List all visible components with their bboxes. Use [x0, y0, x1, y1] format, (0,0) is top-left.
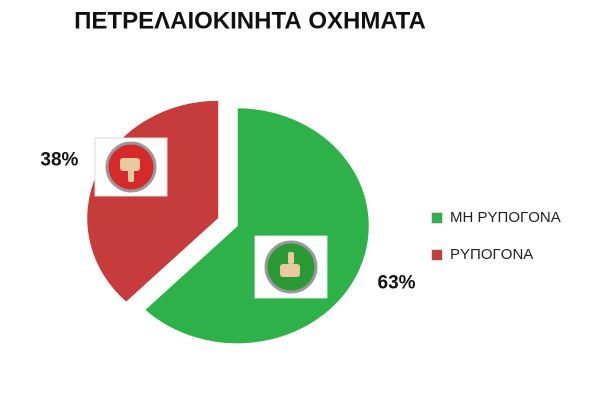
- chart-title: ΠΕΤΡΕΛΑΙΟΚΙΝΗΤΑ ΟΧΗΜΑΤΑ: [74, 7, 426, 34]
- pie: [86, 99, 370, 345]
- legend-label: ΜΗ ΡΥΠΟΓΟΝΑ: [450, 209, 561, 226]
- legend-marker: [431, 249, 443, 261]
- thumb-up-icon: [254, 235, 328, 299]
- data-label: 63%: [378, 273, 416, 294]
- legend-label: ΡΥΠΟΓΟΝΑ: [450, 246, 533, 263]
- legend-marker: [431, 212, 443, 224]
- data-label: 38%: [40, 149, 78, 170]
- thumb-down-icon: [94, 137, 168, 197]
